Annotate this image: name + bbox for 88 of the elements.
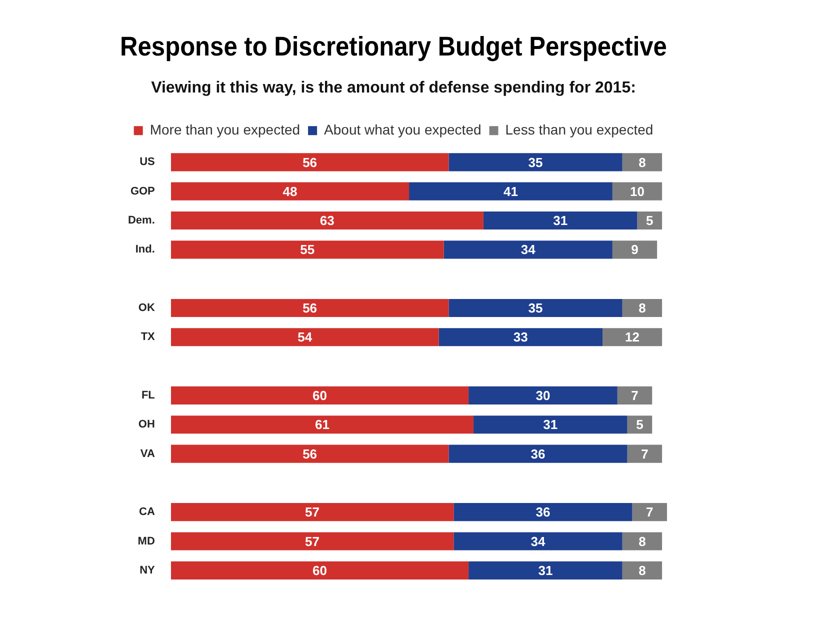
data-label: 12: [625, 330, 640, 345]
data-label: 31: [553, 213, 568, 228]
y-tick-label: NY: [140, 564, 156, 576]
data-label: 35: [528, 154, 543, 170]
bar: [474, 416, 628, 434]
bar: [170, 444, 449, 463]
bar: [170, 182, 410, 200]
bar: [170, 416, 474, 434]
data-label: 63: [320, 213, 334, 228]
data-label: 10: [630, 184, 644, 199]
data-label: 5: [646, 213, 654, 228]
chart-title: Response to Discretionary Budget Perspective: [120, 32, 667, 62]
bar: [448, 298, 622, 318]
data-label: 8: [638, 534, 646, 549]
data-label: 35: [528, 300, 543, 316]
bar: [409, 182, 612, 200]
bar: [468, 386, 618, 404]
data-label: 34: [530, 534, 546, 549]
y-tick-label: TX: [140, 331, 156, 344]
y-tick-label: Dem.: [128, 214, 155, 227]
data-label: 54: [298, 330, 313, 345]
data-label: 61: [314, 417, 330, 432]
data-label: 8: [638, 154, 646, 170]
bar: [483, 211, 638, 230]
data-label: 31: [543, 417, 558, 432]
bar: [622, 153, 662, 172]
y-tick-label: Ind.: [135, 244, 155, 256]
bar: [448, 153, 622, 172]
bar: [454, 503, 632, 522]
legend-label: Less than you expected: [505, 121, 654, 138]
bar: [170, 298, 449, 318]
chart-subtitle: Viewing it this way, is the amount of defense spending for 2015:: [151, 79, 636, 96]
data-label: 56: [302, 154, 318, 170]
bar: [170, 240, 444, 259]
data-label: 7: [646, 504, 654, 520]
y-tick-label: VA: [140, 448, 155, 460]
y-tick-label: OK: [138, 302, 155, 314]
bar: [637, 211, 662, 230]
data-label: 60: [312, 388, 327, 404]
data-label: 48: [282, 184, 298, 199]
data-label: 36: [536, 504, 550, 520]
data-label: 7: [631, 388, 638, 404]
data-label: 55: [300, 242, 315, 258]
bar: [627, 444, 662, 463]
y-tick-label: FL: [141, 389, 156, 402]
bar: [602, 328, 662, 346]
data-label: 33: [513, 330, 528, 345]
y-tick-label: MD: [138, 535, 155, 548]
bar: [468, 561, 622, 580]
data-label: 9: [631, 242, 638, 258]
y-tick-label: US: [140, 156, 155, 168]
y-tick-label: GOP: [130, 185, 155, 198]
bar: [170, 532, 454, 550]
data-label: 56: [302, 300, 318, 316]
bar: [622, 298, 662, 318]
data-label: 31: [538, 563, 553, 578]
data-label: 7: [641, 446, 648, 462]
bar: [612, 182, 662, 200]
bar: [622, 532, 662, 550]
bar: [438, 328, 603, 346]
data-label: 57: [305, 504, 320, 520]
data-label: 36: [530, 446, 546, 462]
legend-label: More than you expected: [150, 121, 300, 138]
data-label: 8: [638, 563, 646, 578]
bar: [170, 328, 439, 346]
legend-label: About what you expected: [324, 121, 482, 138]
data-label: 57: [305, 534, 320, 549]
y-tick-label: CA: [139, 506, 155, 518]
bar: [617, 386, 652, 404]
bar: [454, 532, 622, 550]
bar: [170, 386, 469, 404]
bar: [632, 503, 667, 522]
data-label: 30: [536, 388, 550, 404]
bar: [170, 153, 449, 172]
data-label: 8: [638, 300, 646, 316]
bar: [170, 561, 469, 580]
bar: [170, 211, 484, 230]
data-label: 56: [302, 446, 318, 462]
data-label: 60: [312, 563, 327, 578]
y-tick-label: OH: [138, 418, 155, 431]
data-label: 5: [636, 417, 644, 432]
data-label: 41: [503, 184, 518, 199]
bar: [622, 561, 662, 580]
bar: [170, 503, 454, 522]
bar: [448, 444, 628, 463]
bar: [444, 240, 612, 259]
data-label: 34: [520, 242, 536, 258]
bar: [612, 240, 658, 259]
